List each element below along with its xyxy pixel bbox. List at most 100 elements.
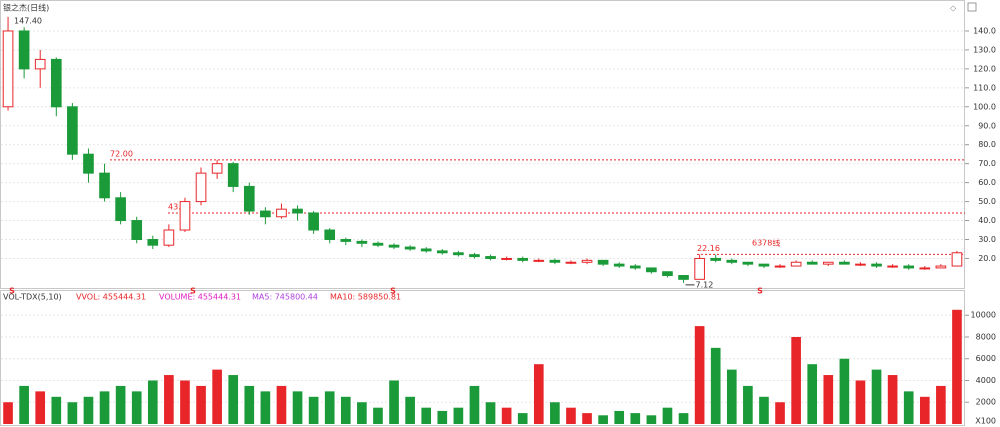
volume-bar [164, 375, 174, 424]
volume-header: MA5: 745800.44 [252, 293, 318, 302]
volume-bar [855, 380, 866, 424]
candle-body [822, 261, 834, 265]
volume-bar [501, 407, 512, 424]
icon[interactable]: ◇ [950, 4, 957, 13]
y-tick-label: 40.0 [978, 216, 996, 225]
level-label: 22.16 [697, 244, 720, 253]
volume-bar [582, 413, 592, 424]
volume-bar [726, 369, 737, 424]
volume-bar [51, 396, 62, 424]
y-tick-label: 60.0 [978, 178, 996, 187]
candle-body [404, 246, 416, 250]
candle-body [163, 229, 175, 246]
volume-header: VVOL: 455444.31 [76, 293, 146, 302]
candle-body [324, 229, 336, 240]
y-tick-label: 20.0 [978, 254, 996, 263]
volume-header: MA10: 589850.81 [330, 293, 401, 302]
volume-bar [871, 369, 882, 424]
volume-bar [775, 402, 785, 424]
y-tick-label: 110.0 [973, 83, 996, 92]
volume-header: VOLUME: 455444.31 [159, 293, 241, 302]
price-panel [0, 0, 965, 289]
volume-bar [83, 396, 94, 424]
icon[interactable] [967, 2, 977, 12]
volume-bar [180, 380, 190, 424]
candle-body [147, 239, 159, 246]
volume-bar [887, 375, 898, 424]
candle-body [919, 267, 931, 270]
candle-body [83, 153, 94, 174]
candle-body [340, 239, 352, 242]
y-tick-label: 8000 [976, 332, 996, 341]
volume-bar [646, 415, 657, 424]
candle-body [243, 185, 255, 212]
candle-body [855, 263, 866, 266]
candle-body [726, 259, 738, 263]
y-tick-label: 10000 [971, 311, 996, 320]
candle-body [469, 254, 480, 258]
signal-marker: S [190, 287, 196, 296]
volume-bar [759, 396, 769, 424]
candle-body [710, 257, 722, 261]
candle-body [694, 257, 705, 280]
signal-marker: S [9, 287, 15, 296]
y-tick-label: 140.0 [973, 26, 996, 35]
volume-bar [517, 413, 528, 424]
volume-bar [196, 385, 206, 424]
volume-bar [228, 375, 239, 424]
volume-bar [147, 380, 158, 424]
candle-body [839, 261, 850, 265]
high-label: 147.40 [14, 16, 42, 25]
candle-body [420, 248, 432, 252]
signal-marker: S [757, 287, 763, 296]
candle-body [2, 30, 14, 108]
volume-panel [0, 290, 965, 426]
volume-bar [244, 385, 255, 424]
volume-bar [292, 391, 303, 424]
candle-body [581, 259, 593, 263]
candle-body [67, 106, 78, 155]
candle-body [565, 261, 577, 264]
candle-body [260, 210, 271, 218]
volume-bar [630, 413, 641, 424]
candle-body [549, 259, 561, 263]
candle-body [501, 257, 512, 260]
candle-body [308, 212, 319, 231]
volume-bar [614, 410, 625, 424]
y-tick-label: 6000 [976, 354, 996, 363]
volume-bar [566, 407, 576, 424]
volume-bar [598, 415, 608, 424]
y-tick-label: 2000 [976, 398, 996, 407]
candle-body [436, 250, 448, 254]
candle-body [485, 256, 496, 259]
y-tick-label: 100.0 [973, 102, 996, 111]
volume-bar [791, 336, 801, 424]
candle-body [774, 265, 786, 268]
candle-body [533, 259, 545, 262]
volume-bar [405, 396, 415, 424]
volume-bar [485, 402, 496, 424]
candle-body [18, 30, 30, 70]
volume-bar [340, 396, 351, 424]
volume-bar [212, 369, 222, 424]
y-tick-label: 70.0 [978, 159, 996, 168]
volume-bar [357, 402, 367, 424]
volume-bar [373, 407, 383, 424]
candle-body [356, 240, 368, 244]
candle-body [517, 257, 529, 261]
candle-body [742, 261, 754, 265]
candle-body [276, 208, 287, 218]
volume-bar [678, 413, 689, 424]
volume-bar [453, 407, 464, 424]
candle-body [227, 163, 239, 187]
volume-bar [131, 391, 142, 424]
volume-header: VOL-TDX(5,10) [3, 293, 62, 302]
volume-bar [3, 402, 13, 424]
candle-body [50, 58, 62, 108]
candle-body [179, 201, 191, 231]
y-tick-label: 90.0 [978, 121, 996, 130]
level-label: 43.96 [168, 203, 191, 212]
volume-bar [710, 347, 721, 424]
candle-body [613, 263, 625, 267]
